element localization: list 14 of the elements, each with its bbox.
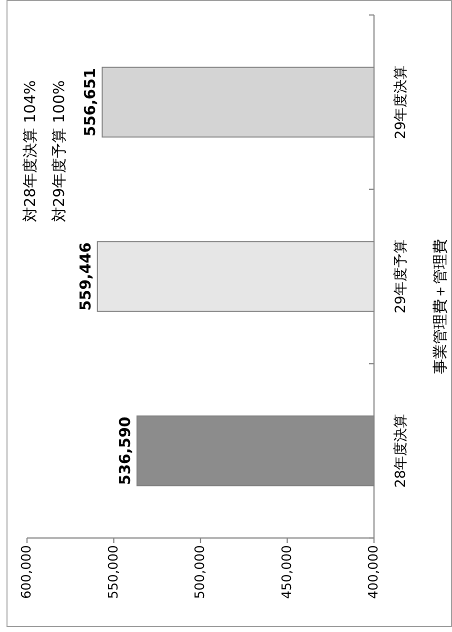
y-tick-label: 28年度決算 [393,414,409,488]
x-tick-label: 400,000 [366,545,382,599]
data-label: 556,651 [81,68,100,136]
data-label: 559,446 [76,242,94,311]
y-axis-title: 事業管理費＋管理費 [431,239,449,374]
annotation: 対28年度決算 104% [21,80,39,222]
data-label: 536,590 [116,416,134,485]
x-tick-label: 500,000 [193,545,208,599]
x-tick-label: 450,000 [280,545,295,599]
annotation: 対29年度予算 100% [50,80,68,222]
x-tick-label: 550,000 [106,545,122,599]
y-tick-label: 29年度予算 [393,240,409,314]
y-tick-label: 29年度決算 [393,65,409,140]
x-tick-label: 600,000 [20,545,34,599]
